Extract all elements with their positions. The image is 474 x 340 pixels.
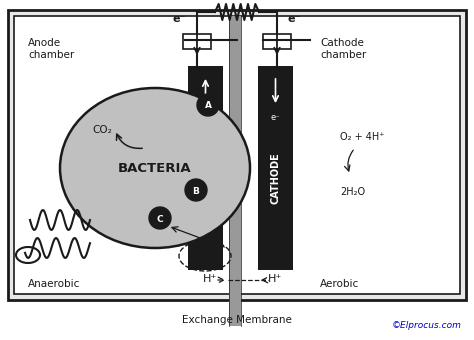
Text: CATHODE: CATHODE [271, 152, 281, 204]
Bar [188, 66, 223, 270]
Bar [229, 16, 241, 326]
Text: ANODE: ANODE [201, 159, 210, 197]
Text: Exchange Membrane: Exchange Membrane [182, 315, 292, 325]
Ellipse shape [60, 88, 250, 248]
Text: C: C [157, 215, 164, 223]
Text: Aerobic: Aerobic [320, 279, 359, 289]
Bar [8, 10, 466, 300]
Text: H⁺: H⁺ [268, 274, 282, 284]
Circle shape [185, 179, 207, 201]
Text: A: A [204, 102, 211, 110]
Text: e⁻: e⁻ [271, 114, 280, 122]
Text: ©Elprocus.com: ©Elprocus.com [392, 321, 462, 330]
Circle shape [197, 94, 219, 116]
Text: B: B [192, 187, 200, 196]
Text: e⁻: e⁻ [201, 114, 210, 122]
Text: O₂ + 4H⁺: O₂ + 4H⁺ [340, 132, 384, 142]
Text: H⁺: H⁺ [203, 274, 217, 284]
Text: e⁻: e⁻ [173, 14, 186, 24]
Text: e⁻: e⁻ [288, 14, 301, 24]
Text: 2H₂O: 2H₂O [340, 187, 365, 197]
Circle shape [149, 207, 171, 229]
Bar [258, 66, 293, 270]
Bar [183, 34, 211, 49]
Bar [14, 16, 460, 294]
Bar [263, 34, 291, 49]
Text: Ox: Ox [201, 256, 213, 265]
Text: BACTERIA: BACTERIA [118, 162, 192, 174]
Text: Anaerobic: Anaerobic [28, 279, 81, 289]
Text: Re: Re [201, 243, 213, 252]
Text: Anode
chamber: Anode chamber [28, 38, 74, 61]
Text: CO₂: CO₂ [92, 125, 112, 135]
Text: Cathode
chamber: Cathode chamber [320, 38, 366, 61]
